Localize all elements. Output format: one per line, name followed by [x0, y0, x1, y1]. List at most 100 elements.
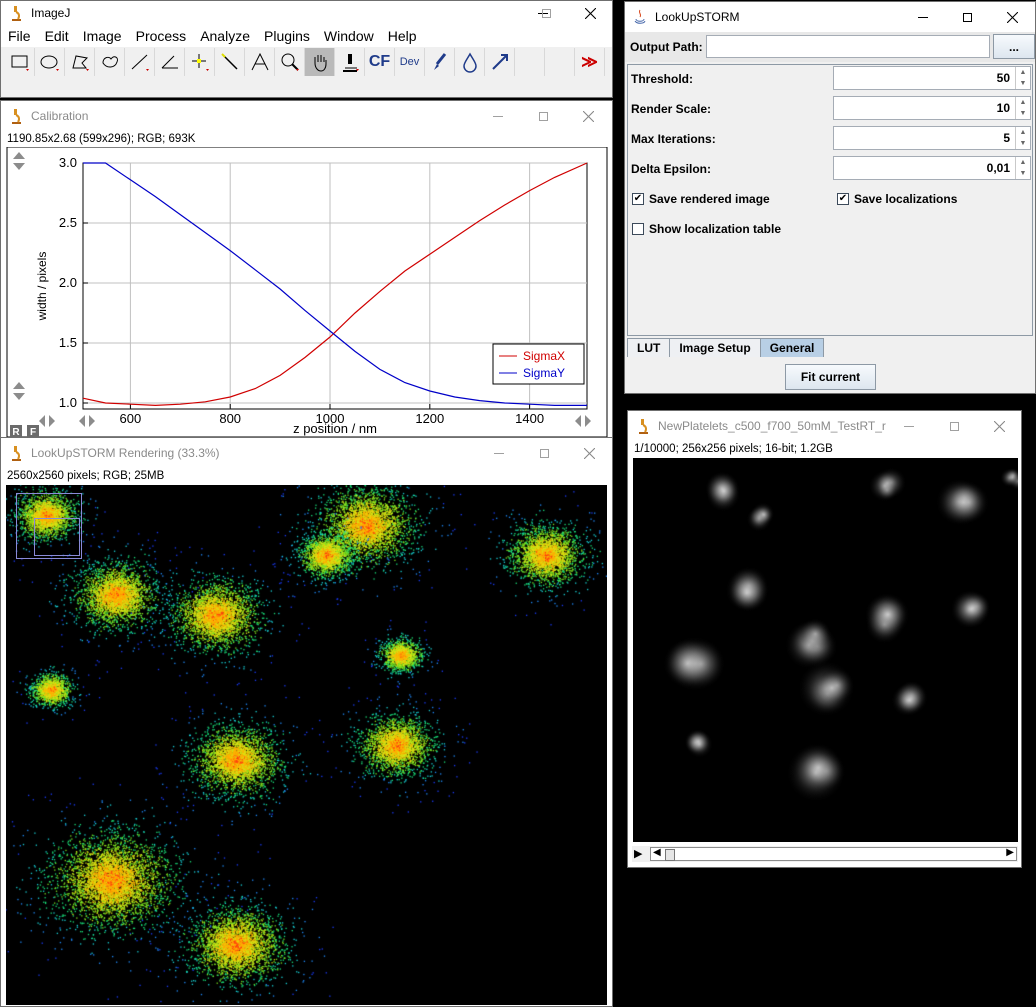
maximize-button[interactable] — [944, 2, 990, 32]
calibration-titlebar[interactable]: Calibration — [1, 101, 612, 131]
scroll-thumb[interactable] — [665, 849, 675, 861]
tab-image-setup[interactable]: Image Setup — [669, 338, 761, 357]
rendering-info: 2560x2560 pixels; RGB; 25MB — [7, 470, 165, 482]
threshold-row: Threshold: 50 ▲ ▼ — [631, 66, 1031, 92]
close-button[interactable] — [976, 411, 1021, 441]
spin-up-icon[interactable]: ▲ — [1019, 69, 1027, 76]
angle-tool[interactable] — [155, 48, 185, 76]
minimize-button[interactable] — [900, 2, 946, 32]
x-scroll-arrows-right[interactable] — [575, 415, 591, 427]
more-tools-button[interactable]: ≫ — [575, 48, 605, 76]
empty-tool-1[interactable] — [515, 48, 545, 76]
f-button[interactable] — [27, 425, 39, 437]
menu-analyze[interactable]: Analyze — [200, 28, 250, 44]
close-button[interactable] — [566, 438, 612, 468]
dev-tool[interactable]: Dev — [395, 48, 425, 76]
delta-epsilon-label: Delta Epsilon: — [631, 162, 712, 176]
frame-slider[interactable]: ▶ ◀ ▶ — [632, 846, 1018, 862]
threshold-spinner[interactable]: 50 ▲ ▼ — [833, 66, 1031, 90]
maximize-button[interactable] — [931, 411, 977, 441]
spin-down-icon[interactable]: ▼ — [1019, 140, 1027, 147]
spin-down-icon[interactable]: ▼ — [1019, 110, 1027, 117]
delta-epsilon-row: Delta Epsilon: 0,01 ▲ ▼ — [631, 156, 1031, 182]
java-icon — [634, 9, 646, 24]
show-localization-table-checkbox[interactable]: Show localization table — [632, 222, 781, 236]
line-tool[interactable] — [125, 48, 155, 76]
rectangle-tool[interactable] — [5, 48, 35, 76]
imagej-window: ImageJ File Edit Image Process Analyze P… — [0, 0, 613, 98]
point-tool[interactable] — [185, 48, 215, 76]
spin-down-icon[interactable]: ▼ — [1019, 80, 1027, 87]
polygon-tool[interactable] — [65, 48, 95, 76]
y-tick-label: 3.0 — [59, 155, 77, 170]
menu-image[interactable]: Image — [82, 28, 122, 44]
maximize-button[interactable] — [521, 438, 567, 468]
cf-tool[interactable]: CF — [365, 48, 395, 76]
close-button[interactable] — [565, 101, 611, 131]
y-scroll-arrows-top[interactable] — [13, 152, 25, 170]
blob-tool[interactable] — [455, 48, 485, 76]
lookupstorm-titlebar[interactable]: LookUpSTORM — [625, 2, 1035, 32]
render-scale-spinner[interactable]: 10 ▲ ▼ — [833, 96, 1031, 120]
maximize-button[interactable] — [520, 101, 566, 131]
raw-frame-image[interactable] — [633, 458, 1018, 842]
save-rendered-image-checkbox[interactable]: ✔ Save rendered image — [632, 192, 770, 206]
text-tool[interactable] — [245, 48, 275, 76]
r-button[interactable] — [10, 425, 22, 437]
play-icon[interactable]: ▶ — [634, 848, 643, 860]
x-scroll-arrows-left[interactable] — [39, 415, 95, 427]
browse-button[interactable]: ... — [993, 34, 1035, 59]
empty-tool-2[interactable] — [545, 48, 575, 76]
render-scale-value: 10 — [996, 101, 1010, 115]
y-scroll-arrows-bottom[interactable] — [13, 382, 25, 400]
save-localizations-checkbox[interactable]: ✔ Save localizations — [837, 192, 957, 206]
menu-edit[interactable]: Edit — [44, 28, 69, 44]
frame-scrollbar[interactable]: ◀ ▶ — [650, 847, 1017, 861]
spin-down-icon[interactable]: ▼ — [1019, 170, 1027, 177]
zoom-tool[interactable] — [275, 48, 305, 76]
fit-current-button[interactable]: Fit current — [785, 364, 876, 390]
menu-plugins[interactable]: Plugins — [264, 28, 310, 44]
arrow-tool[interactable] — [485, 48, 515, 76]
menu-process[interactable]: Process — [135, 28, 187, 44]
dropper-tool[interactable] — [335, 48, 365, 76]
angle-icon — [161, 55, 178, 69]
minimize-button[interactable] — [475, 101, 521, 131]
oval-tool[interactable] — [35, 48, 65, 76]
minimize-button[interactable] — [886, 411, 932, 441]
freehand-tool[interactable] — [95, 48, 125, 76]
rendering-titlebar[interactable]: LookUpSTORM Rendering (33.3%) — [1, 438, 612, 468]
tab-general[interactable]: General — [759, 338, 825, 357]
scroll-left-icon[interactable]: ◀ — [653, 847, 661, 858]
microscope-icon — [12, 6, 21, 21]
storm-rendering-canvas — [6, 485, 607, 1005]
f-button-label: F — [30, 427, 36, 437]
scroll-right-icon[interactable]: ▶ — [1006, 847, 1014, 858]
text-icon — [251, 52, 268, 71]
newplatelets-title: NewPlatelets_c500_f700_50mM_TestRT_re... — [658, 419, 886, 433]
close-button[interactable] — [567, 1, 612, 25]
delta-epsilon-spinner[interactable]: 0,01 ▲ ▼ — [833, 156, 1031, 180]
checkmark-icon: ✔ — [837, 193, 849, 205]
spin-up-icon[interactable]: ▲ — [1019, 129, 1027, 136]
menu-window[interactable]: Window — [323, 28, 374, 44]
newplatelets-titlebar[interactable]: NewPlatelets_c500_f700_50mM_TestRT_re... — [628, 411, 1021, 441]
save-localizations-label: Save localizations — [854, 192, 958, 206]
imagej-titlebar[interactable]: ImageJ — [1, 1, 612, 25]
spin-up-icon[interactable]: ▲ — [1019, 159, 1027, 166]
menu-help[interactable]: Help — [387, 28, 417, 44]
maximize-button[interactable] — [523, 1, 569, 25]
minimize-button[interactable] — [476, 438, 522, 468]
spin-up-icon[interactable]: ▲ — [1019, 99, 1027, 106]
navigator-overview[interactable] — [16, 493, 82, 559]
close-button[interactable] — [989, 2, 1035, 32]
output-path-input[interactable] — [706, 35, 990, 58]
rendered-image[interactable] — [6, 485, 607, 1005]
max-iterations-spinner[interactable]: 5 ▲ ▼ — [833, 126, 1031, 150]
wand-tool[interactable] — [215, 48, 245, 76]
tab-lut[interactable]: LUT — [627, 338, 671, 357]
hand-tool[interactable] — [305, 48, 335, 76]
brush-tool[interactable] — [425, 48, 455, 76]
navigator-viewport[interactable] — [34, 518, 80, 556]
menu-file[interactable]: File — [8, 28, 31, 44]
